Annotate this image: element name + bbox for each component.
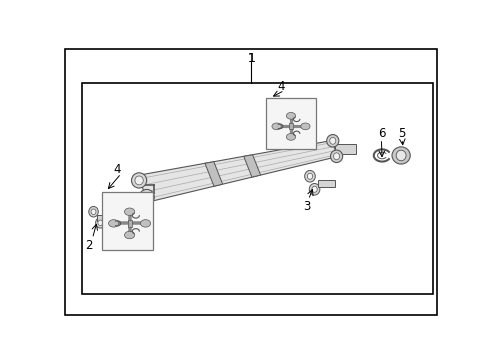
Polygon shape xyxy=(205,162,222,186)
Circle shape xyxy=(286,112,295,119)
Text: 4: 4 xyxy=(277,80,285,93)
Ellipse shape xyxy=(98,220,103,226)
Circle shape xyxy=(124,208,135,216)
Text: 5: 5 xyxy=(398,127,406,140)
Polygon shape xyxy=(244,155,261,177)
Circle shape xyxy=(109,220,119,227)
Circle shape xyxy=(124,231,135,239)
Ellipse shape xyxy=(330,150,343,162)
Ellipse shape xyxy=(89,207,98,217)
Bar xyxy=(289,123,293,129)
Ellipse shape xyxy=(392,147,410,164)
Ellipse shape xyxy=(139,189,154,205)
Ellipse shape xyxy=(131,173,147,188)
Ellipse shape xyxy=(91,209,96,215)
Ellipse shape xyxy=(327,135,339,147)
Ellipse shape xyxy=(96,217,105,228)
Ellipse shape xyxy=(330,137,336,144)
Ellipse shape xyxy=(312,186,317,192)
Ellipse shape xyxy=(334,153,340,160)
Text: 4: 4 xyxy=(114,163,121,176)
Ellipse shape xyxy=(309,184,320,195)
Polygon shape xyxy=(335,144,356,153)
Circle shape xyxy=(141,220,150,227)
Ellipse shape xyxy=(307,173,313,179)
FancyBboxPatch shape xyxy=(102,192,153,250)
Text: 6: 6 xyxy=(378,127,385,140)
Text: 2: 2 xyxy=(85,239,92,252)
Circle shape xyxy=(301,123,310,130)
Circle shape xyxy=(272,123,281,130)
Text: 1: 1 xyxy=(247,52,255,65)
Circle shape xyxy=(286,134,295,140)
Text: 1: 1 xyxy=(247,52,255,65)
FancyBboxPatch shape xyxy=(267,98,316,149)
Polygon shape xyxy=(98,215,109,221)
Text: 3: 3 xyxy=(304,200,311,213)
Ellipse shape xyxy=(135,176,143,185)
Polygon shape xyxy=(138,140,338,202)
Ellipse shape xyxy=(143,193,151,202)
Ellipse shape xyxy=(305,170,315,182)
Ellipse shape xyxy=(396,150,406,161)
Polygon shape xyxy=(318,180,335,186)
Bar xyxy=(128,220,131,227)
